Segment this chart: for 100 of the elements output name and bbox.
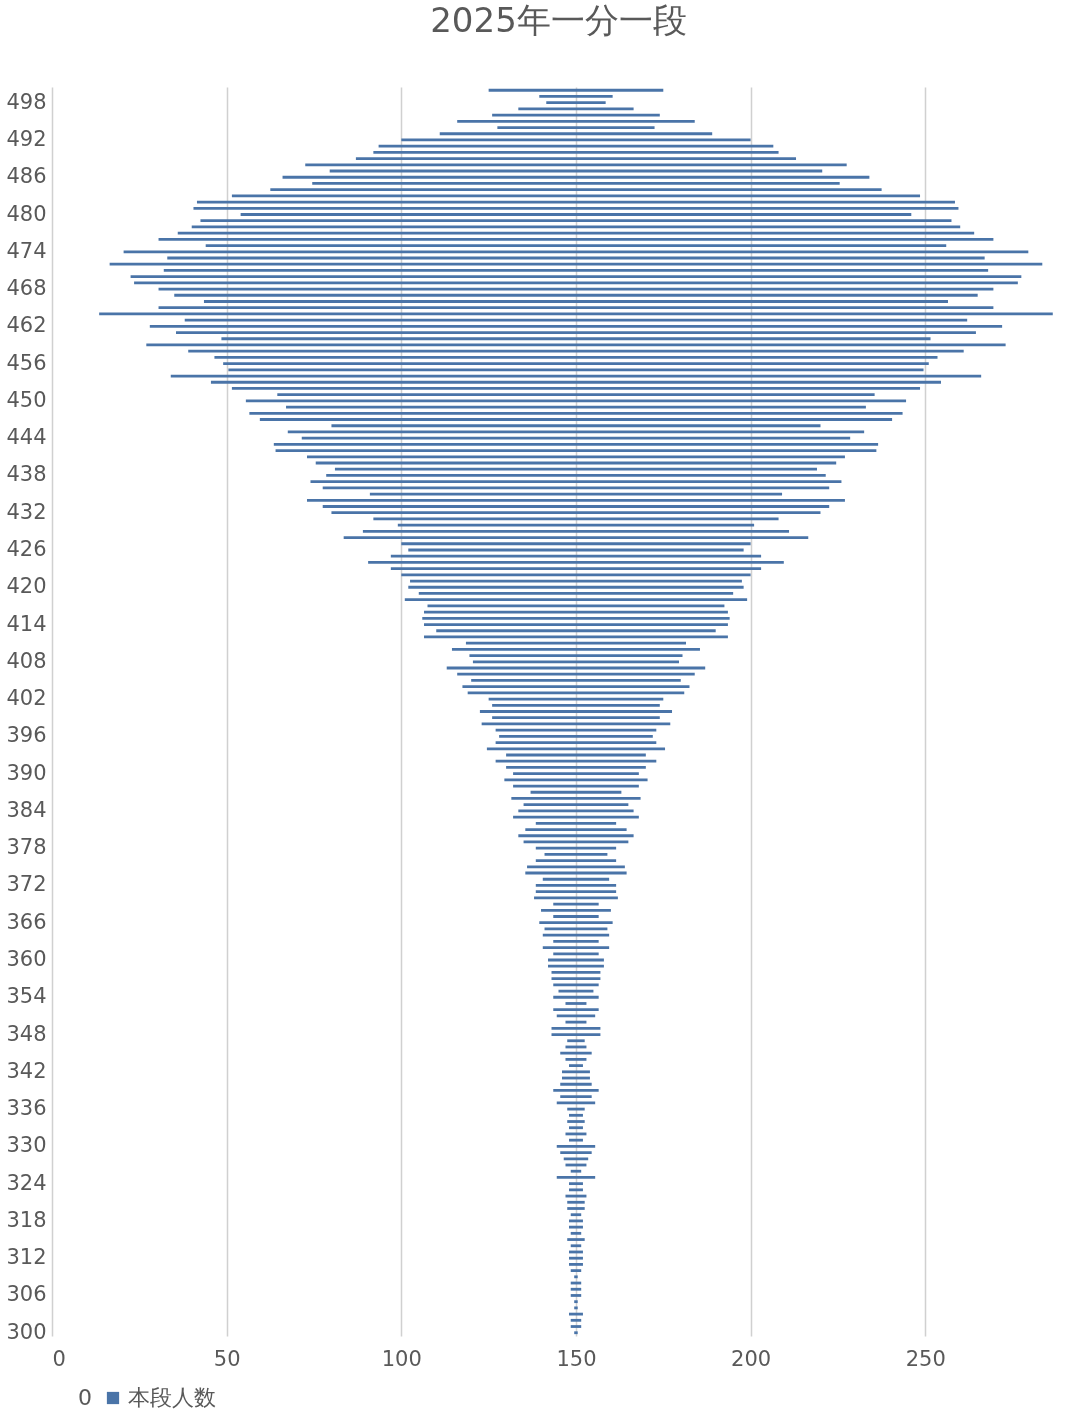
bar [492,703,660,707]
y-tick-label: 432 [6,499,47,524]
bar [553,915,599,918]
y-tick-label: 336 [6,1096,47,1121]
bar [551,1026,601,1030]
bar [568,1126,583,1130]
bar [305,163,847,167]
y-tick-label: 492 [6,126,47,151]
bar [123,250,1029,254]
y-tick-label: 420 [6,574,47,599]
bar [568,1263,583,1266]
bar [221,337,931,341]
bar [334,467,817,471]
bar [542,946,610,949]
bar [565,1020,587,1024]
bar [574,1275,578,1279]
y-tick-label: 450 [6,387,47,412]
bar [553,939,599,943]
bar [553,995,599,999]
x-tick-label: 250 [905,1346,946,1371]
y-tick-label: 384 [6,797,47,822]
bar [560,1151,592,1154]
y-tick-label: 354 [6,984,47,1009]
x-tick-label: 50 [213,1346,241,1371]
bar [457,119,695,123]
bar [270,188,882,192]
bar [570,1325,582,1328]
bar [568,1064,583,1067]
y-tick-label: 480 [6,201,47,226]
y-tick-label: 360 [6,947,47,971]
bar [570,1169,582,1173]
bar [214,356,938,359]
bar [495,728,657,732]
bar [322,505,830,508]
bar [404,598,748,602]
bar [418,592,734,595]
bar [570,1318,582,1322]
bar [312,182,840,185]
bar [527,865,625,869]
y-tick-label: 318 [6,1207,47,1232]
x-tick-label: 150 [556,1346,597,1371]
bar [378,144,774,148]
bar [570,1231,582,1235]
bar [326,474,826,477]
bar [568,1188,583,1192]
y-tick-label: 474 [6,238,47,263]
bar [310,480,842,484]
legend-label: 本段人数 [128,1385,216,1410]
y-tick-label: 456 [6,350,47,375]
bar [556,1176,596,1179]
bar [544,852,608,856]
bar [542,877,610,881]
bar [390,567,762,571]
bar [565,1002,587,1005]
bar [499,734,653,738]
bar [574,1300,578,1304]
bar [551,1033,601,1036]
y-tick-label: 342 [6,1058,47,1083]
bar [495,759,657,763]
bar [570,1269,582,1273]
bar [343,536,809,539]
bar [149,324,1003,328]
bar [568,1113,583,1117]
bar [368,561,784,564]
bar [427,604,725,608]
y-tick-label: 444 [6,425,47,450]
bar [439,132,713,136]
bar [210,380,941,384]
y-tick-label: 330 [6,1133,47,1158]
bar [479,710,673,713]
bar [535,890,617,894]
y-tick-label: 468 [6,276,47,301]
bar [518,834,634,838]
bar [551,971,601,974]
bar [307,455,845,459]
chart-title: 2025年一分一段 [430,0,687,40]
bar [408,585,744,589]
bar [188,349,964,353]
bar [130,275,1022,279]
bar [322,486,830,490]
bar [556,1144,596,1148]
x-tick-label: 200 [731,1346,772,1371]
bar [574,1306,578,1310]
x-tick-label: 100 [381,1346,422,1371]
bar [249,411,903,415]
bar [525,828,627,831]
bar [401,542,751,546]
bar [568,1225,583,1229]
bar [568,1138,583,1142]
bar [492,716,660,720]
bar [553,983,599,987]
bar [560,1095,592,1099]
bar [551,977,601,981]
bar [307,498,845,502]
y-tick-label: 324 [6,1170,47,1195]
bar [567,1039,585,1043]
bar [553,1008,599,1012]
y-tick-label: 312 [6,1245,47,1270]
bar [245,399,907,403]
y-tick-label: 498 [6,89,47,114]
